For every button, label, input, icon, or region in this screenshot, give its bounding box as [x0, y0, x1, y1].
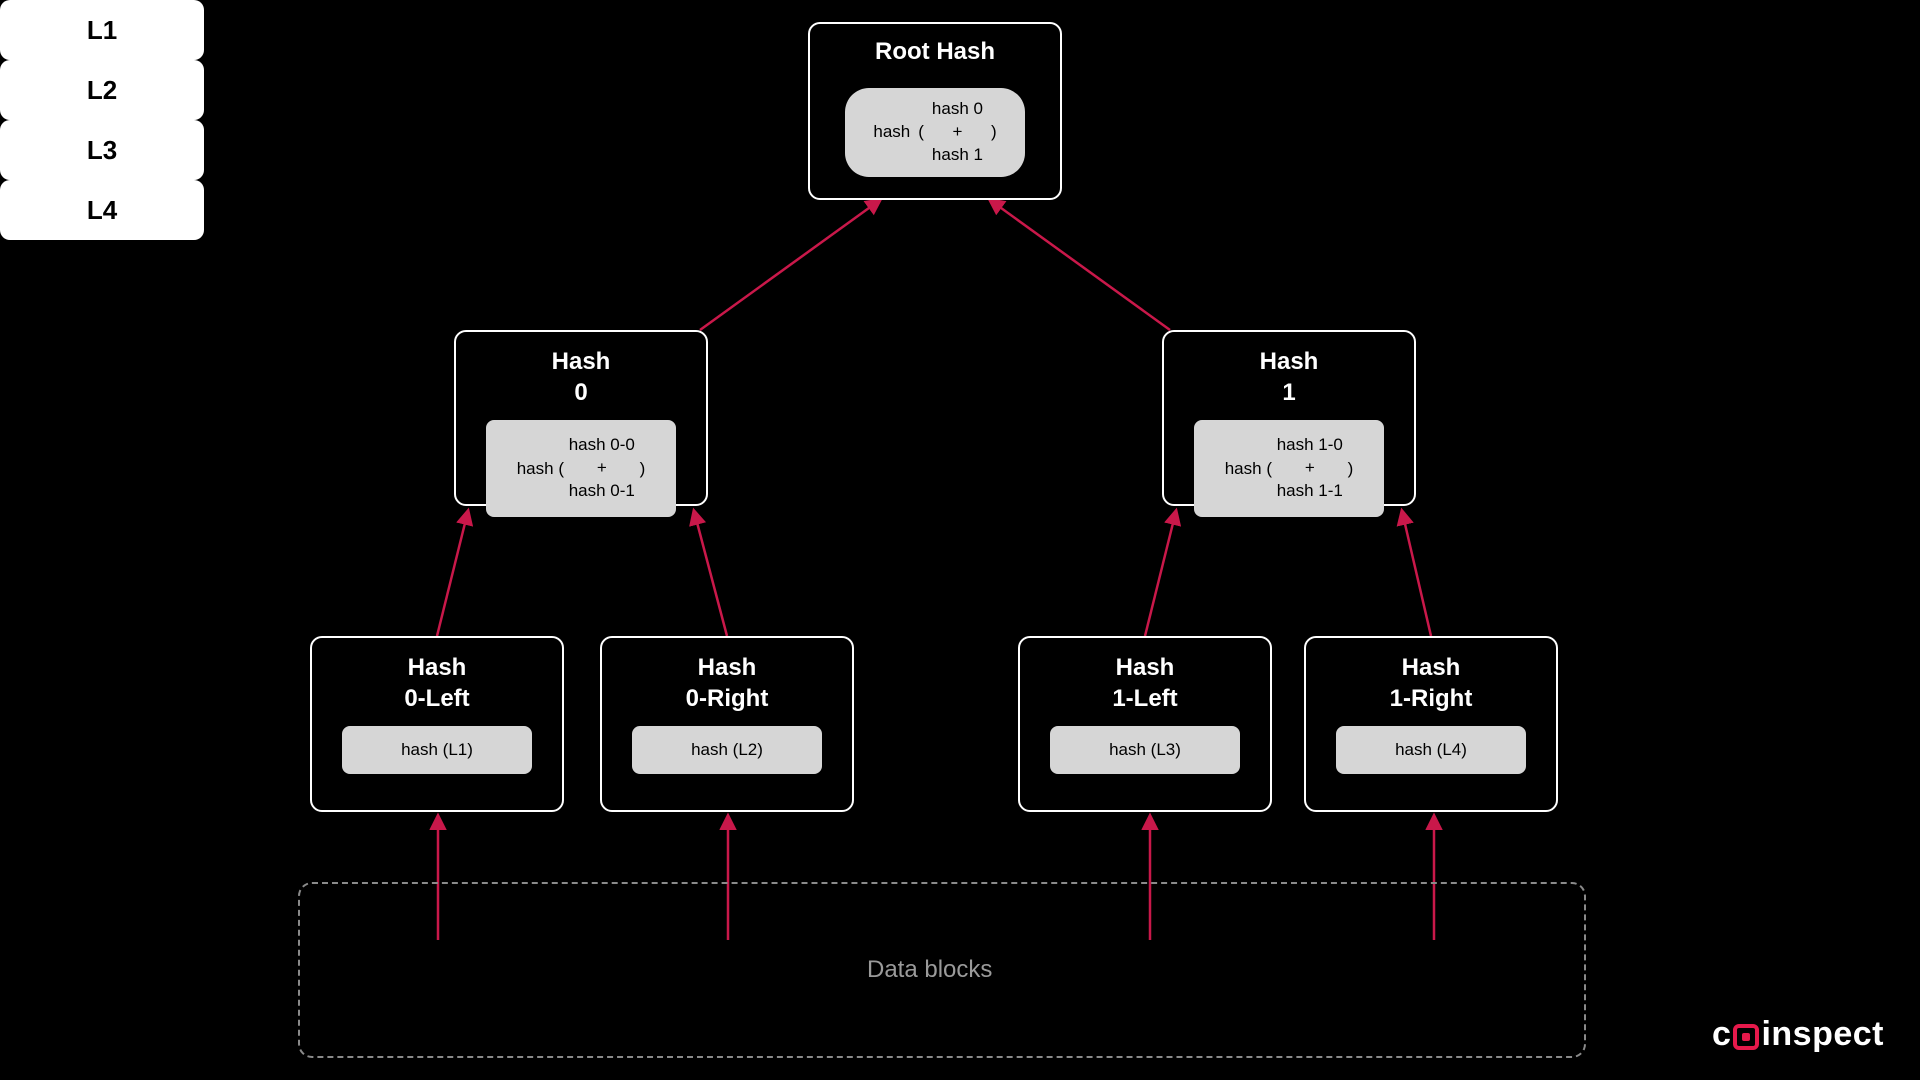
paren-open: ( [918, 122, 924, 142]
root-line1: hash 0 [932, 98, 983, 121]
hash-1-left-node: Hash 1-Left hash (L3) [1018, 636, 1272, 812]
hash-1-title-l1: Hash [1260, 348, 1319, 375]
hash-1-pill-inner: hash 1-0 + hash 1-1 [1277, 434, 1343, 503]
edge-arrow [700, 200, 880, 330]
root-hash-node: Root Hash hash ( hash 0 + hash 1 ) [808, 22, 1062, 200]
title-l1: Hash [408, 654, 467, 681]
hash-1-plus: + [1305, 457, 1315, 480]
hash-0-right-title: Hash 0-Right [686, 652, 769, 714]
data-block-L4: L4 [0, 180, 204, 240]
root-pill: hash ( hash 0 + hash 1 ) [845, 88, 1025, 177]
hash-1-right-title: Hash 1-Right [1390, 652, 1473, 714]
hash-0-left-pill: hash (L1) [342, 726, 532, 774]
hash-0-line2: hash 0-1 [569, 480, 635, 503]
edge-arrow [694, 511, 727, 636]
hash-0-pill: hash ( hash 0-0 + hash 0-1 ) [486, 420, 676, 517]
title-l2: 0-Left [404, 685, 469, 712]
hash-prefix: hash [873, 122, 910, 142]
hash-1-pill: hash ( hash 1-0 + hash 1-1 ) [1194, 420, 1384, 517]
root-pill-inner: hash 0 + hash 1 [932, 98, 983, 167]
edge-arrow [1145, 511, 1176, 636]
title-l2: 0-Right [686, 685, 769, 712]
logo-pre: c [1712, 1015, 1731, 1054]
hash-0-line1: hash 0-0 [569, 434, 635, 457]
data-block-L1: L1 [0, 0, 204, 60]
hash-0-right-node: Hash 0-Right hash (L2) [600, 636, 854, 812]
hash-0-pill-inner: hash 0-0 + hash 0-1 [569, 434, 635, 503]
hash-1-right-pill: hash (L4) [1336, 726, 1526, 774]
logo-post: inspect [1761, 1015, 1884, 1054]
title-l1: Hash [698, 654, 757, 681]
edge-arrow [1402, 511, 1431, 636]
hash-1-left-pill: hash (L3) [1050, 726, 1240, 774]
hash-1-title-l2: 1 [1282, 379, 1295, 406]
root-line2: hash 1 [932, 144, 983, 167]
hash-0-right-pill: hash (L2) [632, 726, 822, 774]
root-title: Root Hash [875, 38, 995, 66]
coinspect-logo: c inspect [1712, 1015, 1884, 1054]
hash-0-title-l2: 0 [574, 379, 587, 406]
data-block-L2: L2 [0, 60, 204, 120]
hash-prefix: hash [1225, 459, 1262, 479]
hash-0-title-l1: Hash [552, 348, 611, 375]
data-block-L3: L3 [0, 120, 204, 180]
hash-1-title: Hash 1 [1260, 346, 1319, 408]
logo-icon [1733, 1024, 1759, 1050]
hash-0-plus: + [597, 457, 607, 480]
hash-1-node: Hash 1 hash ( hash 1-0 + hash 1-1 ) [1162, 330, 1416, 506]
hash-0-node: Hash 0 hash ( hash 0-0 + hash 0-1 ) [454, 330, 708, 506]
title-l1: Hash [1402, 654, 1461, 681]
hash-0-title: Hash 0 [552, 346, 611, 408]
hash-1-line2: hash 1-1 [1277, 480, 1343, 503]
root-plus: + [952, 121, 962, 144]
hash-prefix: hash [517, 459, 554, 479]
title-l2: 1-Right [1390, 685, 1473, 712]
hash-0-left-node: Hash 0-Left hash (L1) [310, 636, 564, 812]
hash-1-left-title: Hash 1-Left [1112, 652, 1177, 714]
paren-close: ) [991, 122, 997, 142]
edge-arrow [990, 200, 1170, 330]
paren-close: ) [1348, 459, 1354, 479]
hash-1-right-node: Hash 1-Right hash (L4) [1304, 636, 1558, 812]
title-l2: 1-Left [1112, 685, 1177, 712]
title-l1: Hash [1116, 654, 1175, 681]
hash-0-left-title: Hash 0-Left [404, 652, 469, 714]
paren-open: ( [558, 459, 564, 479]
edge-arrow [437, 511, 468, 636]
paren-close: ) [640, 459, 646, 479]
hash-1-line1: hash 1-0 [1277, 434, 1343, 457]
paren-open: ( [1266, 459, 1272, 479]
data-blocks-label: Data blocks [867, 956, 992, 984]
